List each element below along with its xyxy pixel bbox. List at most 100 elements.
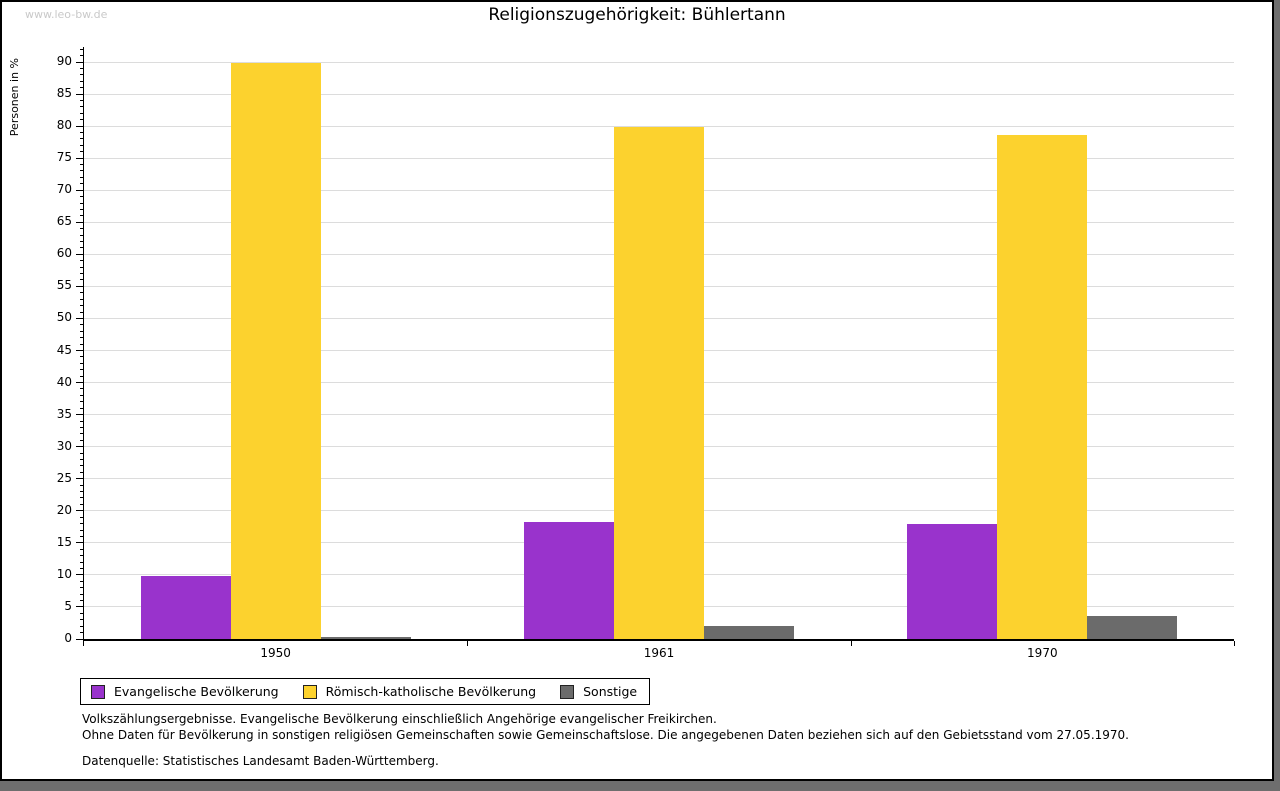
bar-1961-series-1	[614, 127, 704, 639]
y-minor-tick-59	[80, 260, 84, 262]
bar-1961-series-0	[524, 522, 614, 639]
y-minor-tick-18	[80, 523, 84, 525]
y-minor-tick-58	[80, 266, 84, 268]
y-minor-tick-14	[80, 548, 84, 550]
y-major-tick-35	[76, 414, 84, 416]
y-minor-tick-39	[80, 388, 84, 390]
y-major-tick-80	[76, 125, 84, 127]
y-minor-tick-68	[80, 202, 84, 204]
plot-area: 0 5 10 15 20 25 30 35 40 45 50 55 60 65 70 75 80 85 90 1950…	[2, 2, 1272, 779]
y-minor-tick-29	[80, 452, 84, 454]
y-tick-label-20: 20	[56, 502, 72, 517]
y-minor-tick-24	[80, 484, 84, 486]
x-axis-line	[83, 639, 1234, 641]
y-major-tick-70	[76, 189, 84, 191]
y-minor-tick-89	[80, 67, 84, 69]
y-minor-tick-33	[80, 426, 84, 428]
bar-1950-series-2	[320, 637, 411, 639]
y-minor-tick-22	[80, 497, 84, 499]
legend-label-2: Sonstige	[583, 684, 638, 699]
y-minor-tick-27	[80, 465, 84, 467]
legend-label-1: Römisch-katholische Bevölkerung	[325, 684, 537, 699]
y-minor-tick-41	[80, 375, 84, 377]
y-tick-label-30: 30	[56, 438, 72, 453]
y-minor-tick-3	[80, 619, 84, 621]
y-minor-tick-74	[80, 164, 84, 166]
legend-item-2: Sonstige	[560, 684, 637, 699]
x-boundary-tick-1	[467, 641, 469, 646]
y-minor-tick-51	[80, 311, 84, 313]
y-tick-label-80: 80	[56, 118, 72, 133]
y-tick-label-40: 40	[56, 374, 72, 389]
y-minor-tick-66	[80, 215, 84, 217]
y-minor-tick-42	[80, 369, 84, 371]
y-minor-tick-92	[80, 48, 84, 50]
y-major-tick-90	[76, 61, 84, 63]
y-minor-tick-16	[80, 535, 84, 537]
legend-item-0: Evangelische Bevölkerung	[91, 684, 279, 699]
y-tick-label-90: 90	[56, 54, 72, 68]
y-major-tick-30	[76, 446, 84, 448]
y-minor-tick-77	[80, 144, 84, 146]
legend-swatch-1	[302, 684, 317, 699]
y-minor-tick-48	[80, 330, 84, 332]
y-major-tick-40	[76, 382, 84, 384]
y-minor-tick-7	[80, 593, 84, 595]
y-minor-tick-32	[80, 433, 84, 435]
y-tick-label-75: 75	[56, 150, 72, 165]
y-minor-tick-8	[80, 587, 84, 589]
x-category-label-1970: 1970	[1027, 646, 1058, 660]
y-minor-tick-19	[80, 516, 84, 518]
bar-1970-series-0	[907, 524, 998, 639]
y-minor-tick-82	[80, 112, 84, 114]
y-tick-label-50: 50	[56, 310, 72, 325]
legend-swatch-2	[560, 684, 575, 699]
y-minor-tick-2	[80, 625, 84, 627]
x-category-label-1950: 1950	[260, 646, 291, 660]
y-minor-tick-72	[80, 176, 84, 178]
y-minor-tick-12	[80, 561, 84, 563]
y-major-tick-55	[76, 285, 84, 287]
y-minor-tick-1	[80, 632, 84, 634]
y-tick-label-25: 25	[56, 470, 72, 485]
y-major-tick-50	[76, 317, 84, 319]
y-minor-tick-26	[80, 471, 84, 473]
bar-1950-series-1	[230, 63, 321, 639]
y-minor-tick-46	[80, 343, 84, 345]
y-minor-tick-73	[80, 170, 84, 172]
y-minor-tick-37	[80, 401, 84, 403]
y-major-tick-5	[76, 606, 84, 608]
y-minor-tick-53	[80, 298, 84, 300]
y-minor-tick-6	[80, 600, 84, 602]
y-tick-label-65: 65	[56, 214, 72, 229]
footnote-line-1: Volkszählungsergebnisse. Evangelische Be…	[82, 712, 717, 726]
y-minor-tick-4	[80, 612, 84, 614]
gridline-90	[84, 61, 1234, 63]
y-minor-tick-17	[80, 529, 84, 531]
y-tick-label-5: 5	[64, 598, 72, 613]
y-tick-label-45: 45	[56, 342, 72, 357]
y-minor-tick-79	[80, 132, 84, 134]
y-minor-tick-81	[80, 119, 84, 121]
bar-1950-series-0	[140, 575, 231, 639]
x-boundary-tick-2	[850, 641, 852, 646]
y-tick-label-70: 70	[56, 182, 72, 197]
y-minor-tick-47	[80, 337, 84, 339]
y-minor-tick-87	[80, 80, 84, 82]
y-minor-tick-83	[80, 106, 84, 108]
y-minor-tick-71	[80, 183, 84, 185]
y-minor-tick-62	[80, 241, 84, 243]
legend-label-0: Evangelische Bevölkerung	[114, 684, 279, 699]
y-minor-tick-63	[80, 234, 84, 236]
data-source: Datenquelle: Statistisches Landesamt Bad…	[82, 754, 439, 768]
y-minor-tick-31	[80, 439, 84, 441]
y-major-tick-25	[76, 478, 84, 480]
gridline-80	[84, 125, 1234, 127]
y-axis-line	[83, 47, 84, 646]
y-minor-tick-88	[80, 74, 84, 76]
y-tick-label-85: 85	[56, 86, 72, 101]
y-major-tick-45	[76, 350, 84, 351]
y-minor-tick-69	[80, 196, 84, 198]
y-tick-label-35: 35	[56, 406, 72, 421]
y-major-tick-65	[76, 221, 84, 223]
